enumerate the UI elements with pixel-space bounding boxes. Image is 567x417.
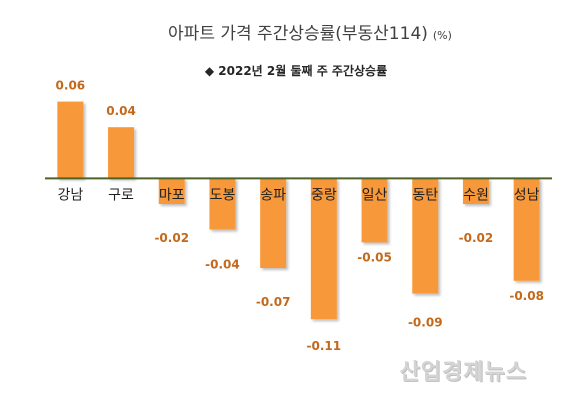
value-label: -0.02: [459, 231, 494, 245]
value-label: -0.11: [307, 339, 342, 353]
value-label: -0.05: [357, 250, 392, 264]
bar-7: [361, 178, 388, 243]
value-label: -0.08: [509, 289, 544, 303]
bar-2: [108, 127, 135, 179]
bars: [57, 101, 540, 320]
watermark: 산업경제뉴스: [399, 360, 527, 385]
chart-subtitle: ◆ 2022년 2월 둘째 주 주간상승률: [204, 64, 388, 78]
category-label: 구로: [108, 187, 134, 203]
bar-10: [513, 178, 540, 281]
chart-unit: (%): [432, 29, 452, 42]
category-label: 강남: [57, 187, 83, 203]
chart-title-row: 아파트 가격 주간상승률(부동산114) (%): [53, 19, 567, 44]
bar-5: [260, 178, 287, 268]
value-label: -0.04: [205, 258, 240, 272]
bar-8: [412, 178, 439, 294]
bar-3: [158, 178, 185, 204]
category-label: 수원: [463, 187, 489, 203]
category-label: 동탄: [412, 187, 438, 203]
value-label: 0.04: [106, 104, 136, 118]
value-labels: 0.06 0.04 -0.02 -0.04 -0.07 -0.11 -0.05 -0.09 -0…: [56, 79, 544, 354]
category-label: 성남: [514, 187, 540, 203]
category-label: 송파: [260, 187, 286, 203]
category-labels: 강남 구로 마포 도봉 송파 중랑 일산 동탄 수원 성남: [57, 187, 539, 203]
category-label: 도봉: [210, 187, 236, 203]
value-label: -0.07: [256, 295, 291, 309]
value-label: -0.02: [154, 231, 189, 245]
category-label: 일산: [362, 187, 388, 203]
value-label: -0.09: [408, 316, 443, 330]
chart-title: 아파트 가격 주간상승률(부동산114): [168, 24, 428, 44]
category-label: 중랑: [311, 187, 337, 203]
value-label: 0.06: [56, 79, 86, 93]
bar-6: [310, 178, 337, 320]
bar-1: [57, 101, 84, 179]
bar-4: [209, 178, 236, 230]
bar-9: [462, 178, 489, 204]
category-label: 마포: [159, 187, 185, 203]
